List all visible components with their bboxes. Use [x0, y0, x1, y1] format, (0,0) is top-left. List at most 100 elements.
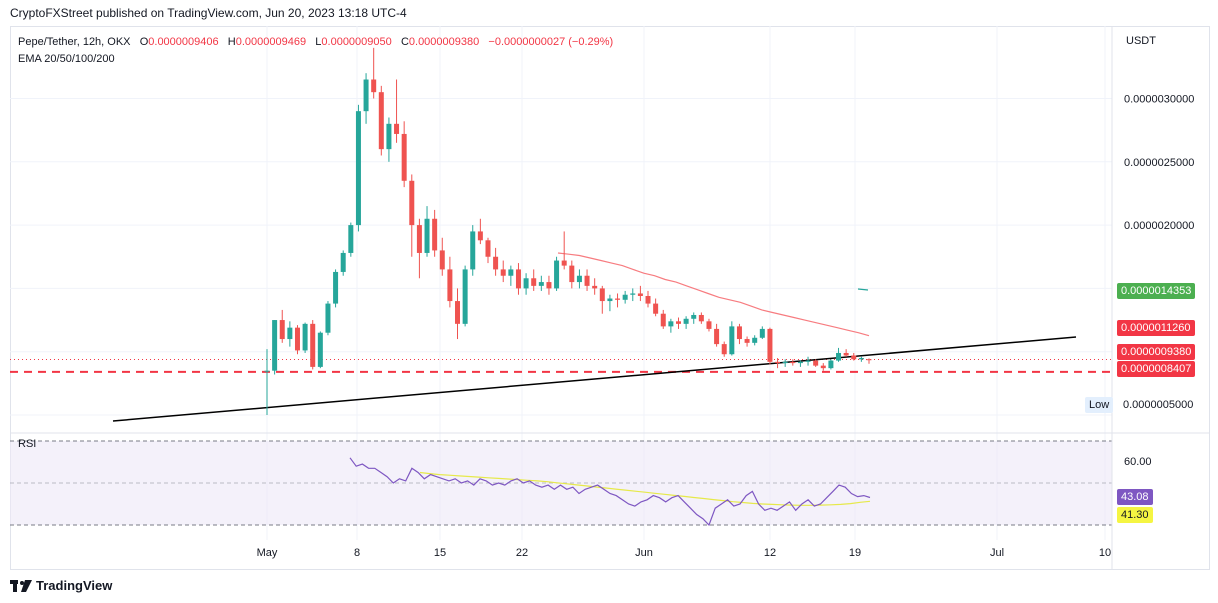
x-tick-label: 8 [354, 547, 360, 559]
candle-body [279, 320, 285, 340]
candle-body [561, 260, 567, 266]
x-tick-label: 15 [434, 547, 446, 559]
candle-body [782, 361, 788, 364]
rsi-legend: RSI [18, 438, 37, 450]
publisher-line: CryptoFXStreet published on TradingView.… [10, 6, 407, 20]
candle-body [790, 361, 796, 364]
change-value: −0.0000000027 (−0.29%) [488, 36, 614, 48]
candle-body [401, 133, 407, 181]
candle-body [432, 218, 438, 251]
candle-body [607, 298, 613, 302]
candle-body [736, 326, 742, 340]
candle-body [767, 328, 773, 362]
ema-line [557, 252, 870, 337]
candle-body [637, 293, 643, 296]
y-axis: 0.00000100000.00000150000.00000200000.00… [1124, 94, 1194, 359]
candle-body [630, 293, 636, 295]
ema-green-stub [857, 288, 869, 291]
candle-body [508, 269, 514, 276]
candle-body [752, 337, 758, 343]
rsi-60-tick: 60.00 [1124, 456, 1152, 468]
candle-body [668, 321, 674, 327]
candle-body [858, 358, 864, 360]
candle-body [554, 260, 560, 289]
candle-body [599, 288, 605, 302]
candle-body [569, 265, 575, 283]
candle-body [485, 240, 491, 257]
candle-body [592, 285, 598, 289]
candle-body [333, 271, 339, 304]
candle-body [325, 303, 331, 333]
candle-body [660, 313, 666, 327]
candle-body [371, 79, 377, 93]
candle-body [470, 231, 476, 270]
x-tick-label: 19 [849, 547, 861, 559]
candle-body [645, 295, 651, 304]
currency-label: USDT [1126, 35, 1156, 47]
x-tick-label: 22 [516, 547, 528, 559]
candle-body [820, 365, 826, 369]
candle-body [493, 256, 499, 270]
candle-body [698, 314, 704, 322]
x-tick-label: 12 [764, 547, 776, 559]
candle-body [775, 361, 781, 364]
candle-body [264, 370, 270, 372]
candle-body [805, 360, 811, 362]
candle-body [455, 301, 461, 324]
candle-body [439, 250, 445, 270]
candle-body [546, 282, 552, 289]
candle-body [287, 327, 293, 340]
y-tick-label: 0.0000030000 [1124, 94, 1194, 106]
y-tick-label: 0.0000020000 [1124, 220, 1194, 232]
candle-body [538, 282, 544, 286]
candle-body [515, 269, 521, 289]
x-tick-label: Jul [990, 547, 1004, 559]
rsi-value-tag: 43.08 [1117, 489, 1153, 505]
candle-body [355, 111, 361, 226]
candle-body [424, 218, 430, 253]
close-price-tag: 0.0000009380 [1117, 344, 1196, 360]
candle-body [675, 321, 681, 324]
candle-body [691, 314, 697, 319]
candle-body [828, 360, 834, 369]
chart-frame [10, 26, 1210, 570]
x-tick-label: May [257, 547, 278, 559]
candle-body [866, 359, 872, 361]
candle-body [714, 328, 720, 345]
candle-body [615, 298, 621, 300]
rsi-ma-line [419, 471, 871, 506]
low-tag: Low [1085, 397, 1114, 413]
candle-body [683, 318, 689, 324]
candle-body [394, 123, 400, 134]
candle-body [302, 323, 308, 351]
rsi-ma-tag: 41.30 [1117, 507, 1153, 523]
candle-body [378, 92, 384, 150]
candle-body [851, 355, 857, 360]
candle-body [843, 352, 849, 356]
green-price-tag: 0.0000014353 [1117, 283, 1196, 299]
candle-body [721, 344, 727, 355]
candle-body [759, 328, 765, 338]
candle-body [340, 252, 346, 272]
ema-price-tag: 0.0000011260 [1117, 320, 1195, 336]
candle-body [272, 320, 278, 371]
candle-body [729, 326, 735, 355]
x-axis: May 8 15 22 Jun 12 19 Jul 10 [257, 547, 1112, 559]
candle-body [653, 303, 659, 314]
candle-body [386, 123, 392, 150]
low-value: 0.0000005000 [1123, 399, 1194, 411]
symbol-label: Pepe/Tether, 12h, OKX [18, 36, 131, 48]
candle-body [622, 294, 628, 300]
candle-body [447, 269, 453, 302]
candle-body [477, 231, 483, 241]
y-tick-label: 0.0000025000 [1124, 157, 1194, 169]
candles [264, 47, 872, 415]
candle-body [584, 275, 590, 286]
candle-body [813, 360, 819, 366]
tradingview-footer[interactable]: TradingView [10, 578, 112, 593]
candle-body [363, 79, 369, 112]
candle-body [706, 321, 712, 329]
rsi-line [349, 457, 871, 527]
ascending-trendline [112, 336, 1077, 422]
